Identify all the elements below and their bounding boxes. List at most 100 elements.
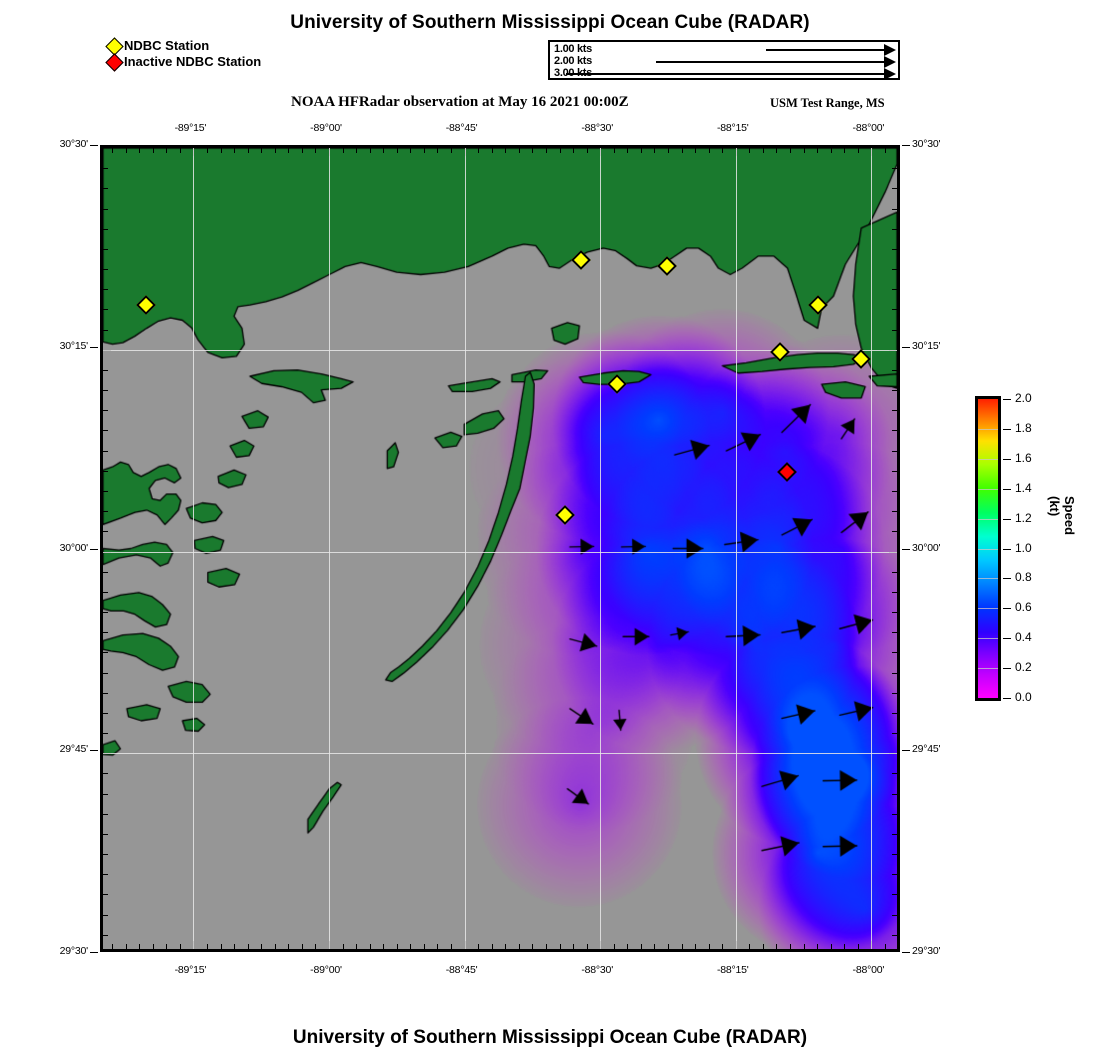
axis-tick bbox=[274, 944, 276, 949]
axis-tick bbox=[892, 773, 897, 775]
axis-tick bbox=[301, 148, 303, 153]
colorbar-tick-label: 1.8 bbox=[1015, 420, 1032, 435]
axis-tick bbox=[803, 148, 805, 153]
scale-legend-label: 1.00 kts bbox=[554, 43, 592, 55]
axis-tick bbox=[103, 591, 108, 593]
x-axis-label-top: -89°00' bbox=[310, 122, 342, 134]
axis-tick bbox=[559, 148, 561, 153]
axis-tick bbox=[125, 944, 127, 949]
axis-tick bbox=[288, 944, 290, 949]
colorbar-tick-label: 0.8 bbox=[1015, 570, 1032, 585]
axis-tick bbox=[220, 944, 222, 949]
axis-tick bbox=[369, 944, 371, 949]
axis-tick bbox=[103, 531, 108, 533]
axis-tick bbox=[103, 793, 108, 795]
colorbar-tick bbox=[1003, 608, 1011, 610]
x-axis-label-top: -89°15' bbox=[174, 122, 207, 134]
y-axis-label-right: 29°30' bbox=[912, 945, 941, 957]
graticule-parallel bbox=[103, 551, 897, 553]
axis-tick bbox=[396, 944, 398, 949]
y-axis-outer-tick bbox=[902, 346, 910, 348]
axis-tick bbox=[139, 944, 141, 949]
axis-tick bbox=[559, 944, 561, 949]
colorbar-tick-label: 0.6 bbox=[1015, 600, 1032, 615]
x-axis-label-bottom: -88°45' bbox=[445, 964, 478, 976]
axis-tick bbox=[892, 934, 897, 936]
colorbar-tick-label: 0.4 bbox=[1015, 630, 1032, 645]
axis-tick bbox=[892, 692, 897, 694]
axis-tick bbox=[206, 148, 208, 153]
axis-tick bbox=[103, 208, 108, 210]
axis-tick bbox=[667, 944, 669, 949]
graticule-meridian bbox=[600, 148, 602, 949]
axis-tick bbox=[103, 652, 108, 654]
graticule-meridian bbox=[329, 148, 330, 949]
axis-tick bbox=[152, 944, 154, 949]
axis-tick bbox=[103, 712, 108, 714]
axis-tick bbox=[423, 148, 425, 153]
axis-tick bbox=[518, 148, 520, 153]
axis-tick bbox=[884, 944, 886, 949]
graticule-parallel bbox=[103, 349, 897, 351]
y-axis-outer-tick bbox=[90, 346, 98, 348]
axis-tick bbox=[892, 208, 897, 210]
axis-tick bbox=[892, 309, 897, 311]
colorbar-title: Speed (kt) bbox=[1047, 496, 1077, 536]
axis-tick bbox=[532, 148, 534, 153]
x-axis-label-top: -88°00' bbox=[852, 122, 885, 134]
axis-tick bbox=[103, 773, 108, 775]
colorbar-tick bbox=[1003, 698, 1011, 699]
axis-tick bbox=[437, 148, 439, 153]
axis-tick bbox=[613, 944, 615, 949]
legend-item-ndbc-station: NDBC Station bbox=[105, 36, 261, 56]
map-plot-area[interactable] bbox=[100, 145, 900, 952]
axis-tick bbox=[179, 944, 181, 949]
axis-tick bbox=[892, 531, 897, 533]
colorbar-gridline bbox=[978, 518, 998, 520]
axis-tick bbox=[892, 571, 897, 573]
axis-tick bbox=[491, 944, 493, 949]
axis-tick bbox=[234, 148, 236, 153]
x-axis-label-bottom: -88°30' bbox=[581, 964, 614, 976]
axis-tick bbox=[356, 148, 358, 153]
axis-tick bbox=[573, 148, 575, 153]
axis-tick bbox=[505, 944, 507, 949]
axis-tick bbox=[491, 148, 493, 153]
axis-tick bbox=[898, 148, 899, 153]
observation-subtitle: NOAA HFRadar observation at May 16 2021 … bbox=[291, 94, 629, 110]
axis-tick bbox=[103, 813, 108, 815]
colorbar-tick bbox=[1003, 518, 1011, 520]
x-axis-label-bottom: -88°15' bbox=[716, 964, 749, 976]
x-axis-label-top: -88°45' bbox=[445, 122, 478, 134]
axis-tick bbox=[545, 148, 547, 153]
axis-tick bbox=[722, 944, 724, 949]
axis-tick bbox=[844, 148, 846, 153]
axis-tick bbox=[776, 944, 778, 949]
axis-tick bbox=[103, 511, 108, 513]
axis-tick bbox=[844, 944, 846, 949]
axis-tick bbox=[654, 944, 656, 949]
colorbar-tick-label: 1.0 bbox=[1015, 540, 1032, 555]
scale-legend-row: 2.00 kts bbox=[550, 55, 898, 68]
axis-tick bbox=[830, 944, 832, 949]
axis-tick bbox=[722, 148, 724, 153]
axis-tick bbox=[892, 874, 897, 876]
graticule-meridian bbox=[464, 148, 466, 949]
x-axis-label-bottom: -88°00' bbox=[852, 964, 885, 976]
axis-tick bbox=[892, 410, 897, 412]
x-axis-label-top: -88°15' bbox=[716, 122, 749, 134]
y-axis-label-left: 29°30' bbox=[59, 945, 89, 957]
axis-tick bbox=[640, 148, 642, 153]
colorbar-gridline bbox=[978, 548, 998, 550]
axis-tick bbox=[892, 390, 897, 392]
axis-tick bbox=[103, 168, 108, 170]
axis-tick bbox=[103, 672, 108, 674]
station-legend: NDBC Station Inactive NDBC Station bbox=[105, 36, 261, 72]
axis-tick bbox=[103, 934, 108, 936]
axis-tick bbox=[103, 329, 108, 331]
axis-tick bbox=[234, 944, 236, 949]
scale-arrow-shaft bbox=[656, 61, 886, 63]
axis-tick bbox=[627, 148, 629, 153]
axis-tick bbox=[545, 944, 547, 949]
axis-tick bbox=[892, 591, 897, 593]
